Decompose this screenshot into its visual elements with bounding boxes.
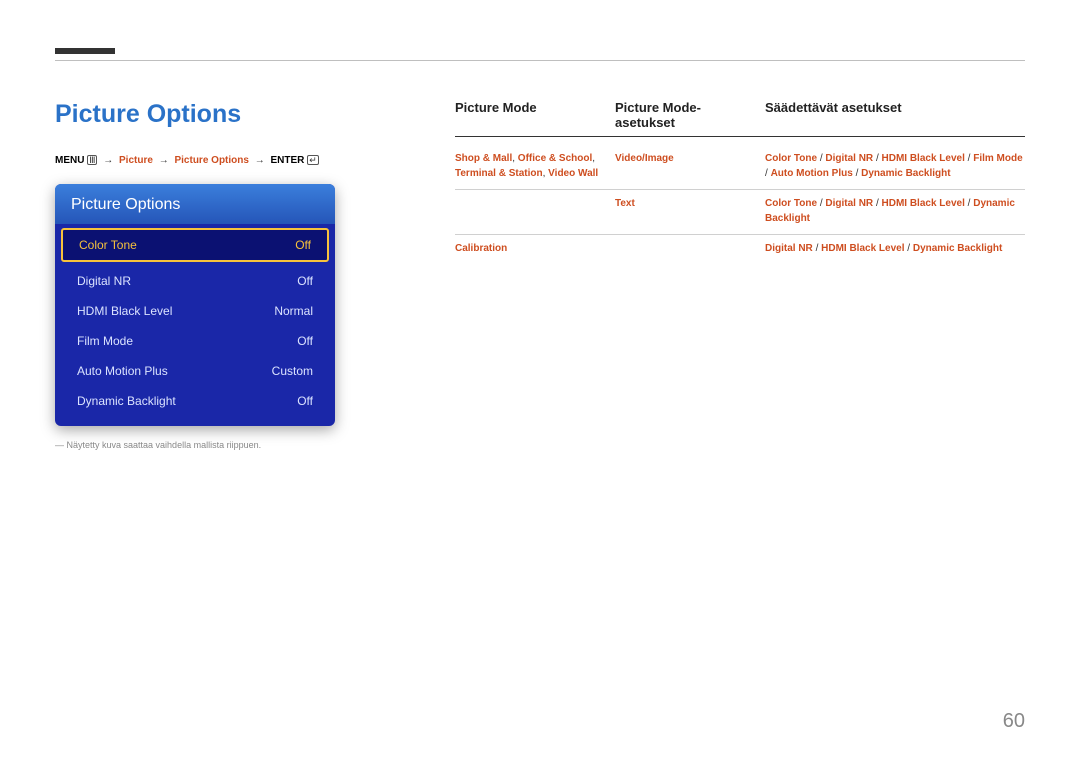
osd-row-hdmi-black-level[interactable]: HDMI Black Level Normal xyxy=(61,296,329,326)
osd-row-value: Custom xyxy=(272,364,313,378)
breadcrumb-enter: ENTER xyxy=(271,155,305,166)
table-cell-asetukset xyxy=(615,241,765,256)
enter-icon: ↵ xyxy=(307,155,319,165)
table-header-row: Picture Mode Picture Mode-asetukset Sääd… xyxy=(455,100,1025,137)
table-header-saadettavat: Säädettävät asetukset xyxy=(765,100,1025,130)
table-cell-saadettavat: Color Tone / Digital NR / HDMI Black Lev… xyxy=(765,196,1025,226)
osd-row-film-mode[interactable]: Film Mode Off xyxy=(61,326,329,356)
table-cell-mode: Calibration xyxy=(455,241,615,256)
osd-row-value: Off xyxy=(297,394,313,408)
osd-row-label: Color Tone xyxy=(79,238,137,252)
arrow-icon: → xyxy=(252,155,268,166)
table-row: Calibration Digital NR / HDMI Black Level… xyxy=(455,235,1025,264)
arrow-icon: → xyxy=(100,155,116,166)
arrow-icon: → xyxy=(156,155,172,166)
osd-header: Picture Options xyxy=(55,184,335,224)
table-header-picture-mode: Picture Mode xyxy=(455,100,615,130)
osd-row-value: Off xyxy=(297,274,313,288)
table-cell-asetukset: Text xyxy=(615,196,765,226)
osd-row-label: Digital NR xyxy=(77,274,131,288)
osd-row-label: HDMI Black Level xyxy=(77,304,172,318)
menu-icon: Ⅲ xyxy=(87,155,97,165)
header-rule xyxy=(55,60,1025,61)
osd-row-digital-nr[interactable]: Digital NR Off xyxy=(61,266,329,296)
table-cell-mode: Shop & Mall, Office & School, Terminal &… xyxy=(455,151,615,181)
breadcrumb-picture: Picture xyxy=(119,155,153,166)
table-cell-saadettavat: Digital NR / HDMI Black Level / Dynamic … xyxy=(765,241,1025,256)
osd-row-value: Normal xyxy=(274,304,313,318)
osd-row-dynamic-backlight[interactable]: Dynamic Backlight Off xyxy=(61,386,329,416)
left-column: Picture Options MENU Ⅲ → Picture → Pictu… xyxy=(55,100,345,450)
osd-row-label: Dynamic Backlight xyxy=(77,394,176,408)
breadcrumb-picture-options: Picture Options xyxy=(174,155,248,166)
osd-row-value: Off xyxy=(297,334,313,348)
table-cell-mode xyxy=(455,196,615,226)
osd-panel: Picture Options Color Tone Off Digital NR O… xyxy=(55,184,335,426)
osd-row-auto-motion-plus[interactable]: Auto Motion Plus Custom xyxy=(61,356,329,386)
table-cell-asetukset: Video/Image xyxy=(615,151,765,181)
breadcrumb: MENU Ⅲ → Picture → Picture Options → ENT… xyxy=(55,155,345,166)
osd-row-value: Off xyxy=(295,238,311,252)
right-column: Picture Mode Picture Mode-asetukset Sääd… xyxy=(455,100,1025,450)
table-row: Shop & Mall, Office & School, Terminal &… xyxy=(455,145,1025,190)
osd-row-label: Auto Motion Plus xyxy=(77,364,168,378)
page-title: Picture Options xyxy=(55,100,345,129)
table-row: TextColor Tone / Digital NR / HDMI Black… xyxy=(455,190,1025,235)
header-tick xyxy=(55,48,115,54)
footnote: ― Näytetty kuva saattaa vaihdella mallis… xyxy=(55,440,345,450)
breadcrumb-menu: MENU xyxy=(55,155,84,166)
table-cell-saadettavat: Color Tone / Digital NR / HDMI Black Lev… xyxy=(765,151,1025,181)
osd-row-label: Film Mode xyxy=(77,334,133,348)
settings-table: Picture Mode Picture Mode-asetukset Sääd… xyxy=(455,100,1025,264)
table-header-mode-asetukset: Picture Mode-asetukset xyxy=(615,100,765,130)
osd-row-color-tone[interactable]: Color Tone Off xyxy=(61,228,329,262)
page-number: 60 xyxy=(1003,710,1025,733)
